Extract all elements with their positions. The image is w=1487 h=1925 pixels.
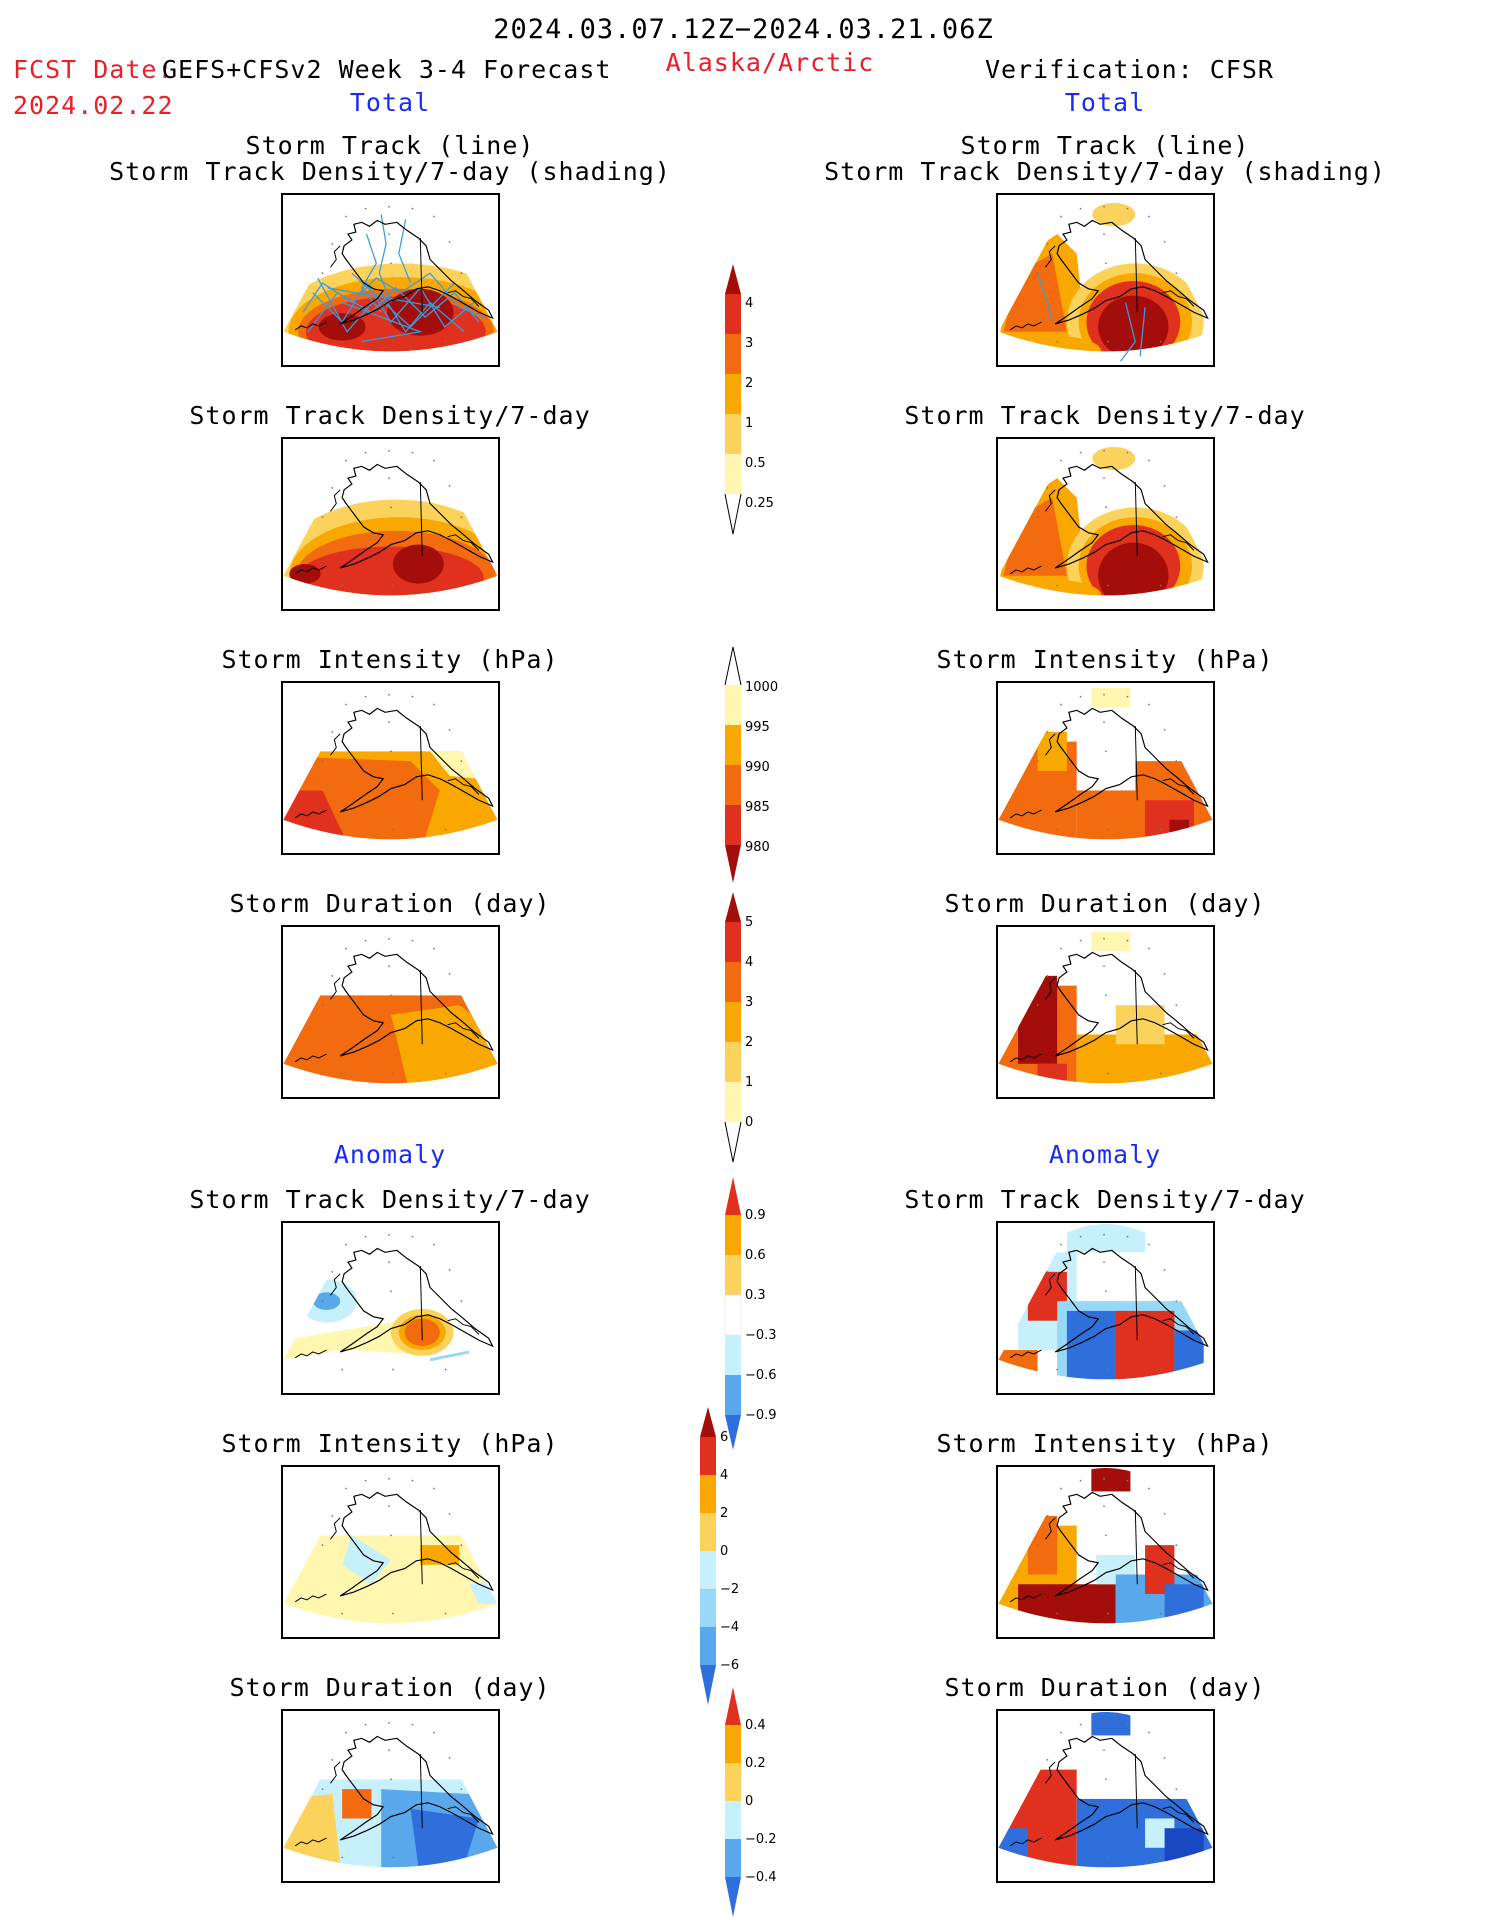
colorbar-duration-anom-label: 0 xyxy=(745,1794,753,1809)
colorbar-intensity-anom-label: −6 xyxy=(720,1658,739,1673)
colorbar-intensity-label: 1000 xyxy=(745,680,778,695)
colorbar-duration-label: 2 xyxy=(745,1035,753,1050)
title-track-shading-left: Storm Track Density/7-day (shading) xyxy=(109,157,671,186)
title-density-right: Storm Track Density/7-day xyxy=(904,401,1306,430)
colorbar-duration-anom: 0.4 0.2 0 −0.2 −0.4 xyxy=(725,1687,777,1917)
colorbar-density-label: 0.5 xyxy=(745,456,766,471)
period-title: 2024.03.07.12Z−2024.03.21.06Z xyxy=(493,14,994,45)
title-track-line-right: Storm Track (line) xyxy=(960,131,1250,160)
fcst-date-label: FCST Date: xyxy=(13,55,174,84)
colorbar-density-anom-label: 0.9 xyxy=(745,1208,766,1223)
title-track-line-left: Storm Track (line) xyxy=(245,131,535,160)
colorbar-density-label: 4 xyxy=(745,296,753,311)
map-duration-left xyxy=(281,925,500,1099)
title-duration-left: Storm Duration (day) xyxy=(229,889,551,918)
colorbar-density-label: 2 xyxy=(745,376,753,391)
colorbar-duration-label: 4 xyxy=(745,955,753,970)
title-duration-anom-left: Storm Duration (day) xyxy=(229,1673,551,1702)
section-total-right: Total xyxy=(1064,88,1146,117)
section-anomaly-left: Anomaly xyxy=(333,1140,447,1169)
title-intensity-anom-left: Storm Intensity (hPa) xyxy=(221,1429,559,1458)
colorbar-intensity-label: 990 xyxy=(745,760,770,775)
map-density-anom-left xyxy=(281,1221,500,1395)
title-density-anom-right: Storm Track Density/7-day xyxy=(904,1185,1306,1214)
map-intensity-anom-right xyxy=(996,1465,1215,1639)
colorbar-intensity-anom-label: −2 xyxy=(720,1582,739,1597)
colorbar-intensity-label: 985 xyxy=(745,800,770,815)
colorbar-duration-label: 0 xyxy=(745,1115,753,1130)
colorbar-intensity-label: 995 xyxy=(745,720,770,735)
colorbar-intensity-anom: 6 4 2 0 −2 −4 −6 xyxy=(700,1407,739,1705)
map-duration-anom-right xyxy=(996,1709,1215,1883)
colorbar-density-label: 0.25 xyxy=(745,496,774,511)
colorbar-intensity-anom-label: 4 xyxy=(720,1468,728,1483)
colorbar-duration-anom-label: −0.4 xyxy=(745,1870,777,1885)
colorbar-density-anom-label: −0.9 xyxy=(745,1408,777,1423)
title-duration-anom-right: Storm Duration (day) xyxy=(944,1673,1266,1702)
colorbar-intensity-anom-label: 0 xyxy=(720,1544,728,1559)
map-intensity-anom-left xyxy=(281,1465,500,1639)
map-duration-anom-left xyxy=(281,1709,500,1883)
title-intensity-right: Storm Intensity (hPa) xyxy=(936,645,1274,674)
map-intensity-right xyxy=(996,681,1215,855)
section-total-left: Total xyxy=(349,88,431,117)
colorbar-density: 4 3 2 1 0.5 0.25 xyxy=(724,264,774,535)
map-intensity-left xyxy=(281,681,500,855)
colorbar-duration: 5 4 3 2 1 0 xyxy=(724,892,753,1163)
fcst-date: 2024.02.22 xyxy=(13,91,174,120)
colorbar-duration-anom-label: 0.2 xyxy=(745,1756,766,1771)
map-track-right xyxy=(996,193,1215,367)
map-density-right xyxy=(996,437,1215,611)
section-anomaly-right: Anomaly xyxy=(1048,1140,1162,1169)
map-density-anom-right xyxy=(996,1221,1215,1395)
colorbar-density-label: 3 xyxy=(745,336,753,351)
colorbar-duration-label: 3 xyxy=(745,995,753,1010)
colorbar-duration-label: 1 xyxy=(745,1075,753,1090)
colorbar-density-anom-label: −0.3 xyxy=(745,1328,777,1343)
region-title: Alaska/Arctic xyxy=(665,48,875,77)
colorbar-density-anom-label: −0.6 xyxy=(745,1368,777,1383)
colorbar-duration-anom-label: −0.2 xyxy=(745,1832,777,1847)
colorbar-intensity: 1000 995 990 985 980 xyxy=(724,646,778,883)
title-track-shading-right: Storm Track Density/7-day (shading) xyxy=(824,157,1386,186)
colorbar-intensity-label: 980 xyxy=(745,840,770,855)
map-track-left xyxy=(281,193,500,367)
colorbar-density-anom: 0.9 0.6 0.3 −0.3 −0.6 −0.9 xyxy=(724,1177,777,1450)
colorbar-density-anom-label: 0.6 xyxy=(745,1248,766,1263)
title-density-left: Storm Track Density/7-day xyxy=(189,401,591,430)
title-intensity-anom-right: Storm Intensity (hPa) xyxy=(936,1429,1274,1458)
title-duration-right: Storm Duration (day) xyxy=(944,889,1266,918)
map-duration-right xyxy=(996,925,1215,1099)
map-density-left xyxy=(281,437,500,611)
fcst-model: GEFS+CFSv2 Week 3-4 Forecast xyxy=(162,55,612,84)
colorbar-density-anom-label: 0.3 xyxy=(745,1288,766,1303)
colorbar-duration-label: 5 xyxy=(745,915,753,930)
title-density-anom-left: Storm Track Density/7-day xyxy=(189,1185,591,1214)
colorbar-density-label: 1 xyxy=(745,416,753,431)
verification-label: Verification: CFSR xyxy=(985,55,1274,84)
colorbar-intensity-anom-label: 2 xyxy=(720,1506,728,1521)
title-intensity-left: Storm Intensity (hPa) xyxy=(221,645,559,674)
colorbar-intensity-anom-label: 6 xyxy=(720,1430,728,1445)
colorbar-intensity-anom-label: −4 xyxy=(720,1620,739,1635)
colorbar-duration-anom-label: 0.4 xyxy=(745,1718,766,1733)
